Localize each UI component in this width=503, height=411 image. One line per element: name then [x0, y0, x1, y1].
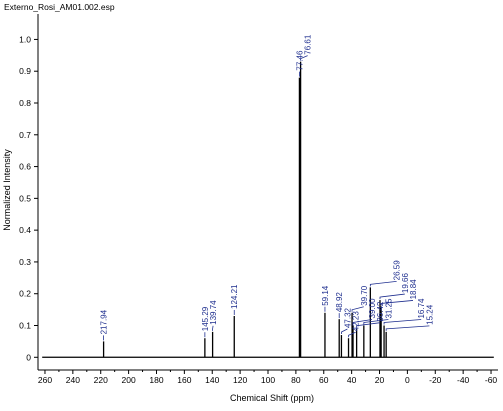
peak-label: 124.21	[230, 284, 239, 309]
peak-leader-line	[341, 328, 348, 335]
peak-leader-line	[351, 306, 364, 312]
x-tick-label: -40	[457, 375, 470, 385]
x-tick-label: -20	[429, 375, 442, 385]
peak-label: 76.61	[304, 34, 313, 55]
x-tick-label: 40	[347, 375, 357, 385]
spectrum-trace	[42, 61, 494, 358]
peak-label: 48.92	[335, 292, 344, 313]
x-tick-label: 100	[261, 375, 275, 385]
peak-leader-line	[356, 322, 381, 328]
x-tick-label: 80	[291, 375, 301, 385]
y-tick-label: 0.4	[19, 225, 31, 235]
peak-label: 39.00	[368, 298, 377, 319]
peak-label: 217.94	[100, 309, 109, 334]
y-tick-label: 0.7	[19, 130, 31, 140]
y-tick-label: 0.5	[19, 193, 31, 203]
peak-label: 15.24	[425, 304, 434, 325]
peak-leader-line	[352, 319, 373, 325]
y-tick-label: 0.8	[19, 98, 31, 108]
y-tick-label: 0.3	[19, 257, 31, 267]
x-tick-label: 160	[177, 375, 191, 385]
peak-label: 47.32	[343, 307, 352, 328]
peak-label: 26.59	[393, 260, 402, 281]
x-tick-label: 200	[122, 375, 136, 385]
peak-label: 139.74	[209, 300, 218, 325]
y-tick-label: 0.1	[19, 321, 31, 331]
peak-leader-line	[379, 293, 405, 300]
peak-label: 16.74	[417, 298, 426, 319]
y-tick-label: 0.6	[19, 162, 31, 172]
x-tick-label: 120	[233, 375, 247, 385]
peak-label: 145.29	[201, 306, 210, 331]
y-tick-label: 1.0	[19, 34, 31, 44]
peak-label: 77.46	[295, 50, 304, 71]
x-tick-label: 140	[205, 375, 219, 385]
y-tick-label: 0	[26, 352, 31, 362]
chart-title: Externo_Rosi_AM01.002.esp	[4, 2, 115, 12]
peak-label: 31.25	[384, 298, 393, 319]
x-tick-label: 20	[375, 375, 385, 385]
y-axis-title: Normalized Intensity	[2, 149, 12, 231]
x-axis-title: Chemical Shift (ppm)	[230, 393, 314, 403]
peak-leader-line	[385, 325, 430, 331]
peak-label: 39.70	[360, 285, 369, 306]
x-tick-label: -60	[485, 375, 498, 385]
peak-label: 18.84	[409, 279, 418, 300]
x-tick-label: 260	[38, 375, 52, 385]
peak-leader-line	[383, 319, 422, 325]
peak-leader-line	[380, 300, 414, 306]
peak-leader-line	[369, 280, 397, 287]
peak-label: 36.42	[376, 301, 385, 322]
peak-leader-line	[300, 55, 308, 61]
y-axis: 0 0.1 0.2 0.3 0.4 0.5 0.6 0.7 0.8 0.9 1.0	[19, 14, 39, 370]
x-tick-label: 0	[405, 375, 410, 385]
peak-label: 59.14	[321, 285, 330, 306]
x-tick-label: 220	[94, 375, 108, 385]
x-tick-label: 60	[319, 375, 329, 385]
x-tick-label: 180	[149, 375, 163, 385]
y-tick-label: 0.2	[19, 289, 31, 299]
peak-leader-line	[363, 319, 389, 325]
y-tick-label: 0.9	[19, 66, 31, 76]
peak-label: 42.23	[352, 311, 361, 332]
x-tick-label: 240	[66, 375, 80, 385]
peak-label: 19.66	[401, 273, 410, 294]
peak-leader-line	[348, 331, 356, 338]
x-axis: 260 240 220 200 180 160 140 120 100 80 60 40 20 0 -20-…	[38, 369, 498, 385]
